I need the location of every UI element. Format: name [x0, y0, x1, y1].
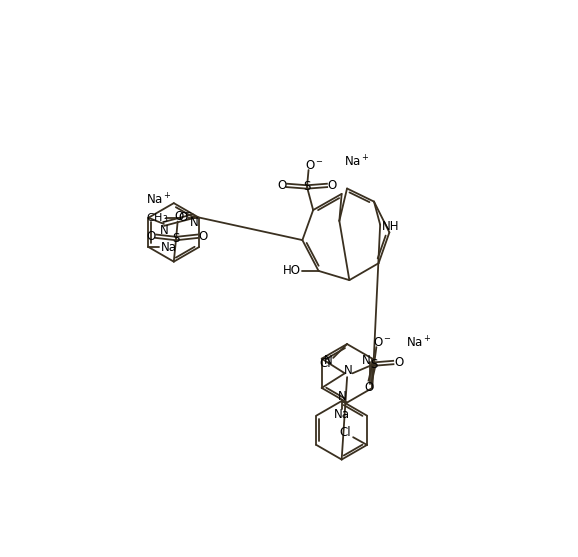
Text: Na$^+$: Na$^+$: [406, 336, 432, 351]
Text: O$^-$: O$^-$: [173, 211, 192, 223]
Text: NH: NH: [382, 219, 399, 233]
Text: O: O: [277, 179, 286, 192]
Text: S: S: [370, 358, 378, 370]
Text: O$^-$: O$^-$: [305, 159, 324, 172]
Text: Na$^+$: Na$^+$: [344, 155, 370, 170]
Text: O: O: [364, 380, 373, 394]
Text: S: S: [303, 180, 311, 193]
Text: O: O: [394, 356, 403, 369]
Text: Na: Na: [334, 408, 350, 422]
Text: Na: Na: [161, 241, 176, 253]
Text: Cl: Cl: [340, 426, 351, 439]
Text: O$^-$: O$^-$: [373, 336, 392, 349]
Text: S: S: [172, 232, 180, 245]
Text: N: N: [324, 354, 332, 368]
Text: O: O: [146, 229, 155, 243]
Text: N: N: [338, 390, 347, 403]
Text: N: N: [362, 354, 370, 368]
Text: N: N: [344, 364, 353, 378]
Text: HO: HO: [283, 265, 301, 277]
Text: Cl: Cl: [320, 357, 331, 370]
Text: N: N: [190, 216, 198, 229]
Text: Na$^+$: Na$^+$: [146, 192, 172, 208]
Text: O: O: [198, 229, 208, 243]
Text: O: O: [328, 179, 337, 192]
Text: CH$_3$: CH$_3$: [146, 211, 168, 224]
Text: O: O: [179, 211, 188, 224]
Text: N: N: [160, 223, 168, 237]
